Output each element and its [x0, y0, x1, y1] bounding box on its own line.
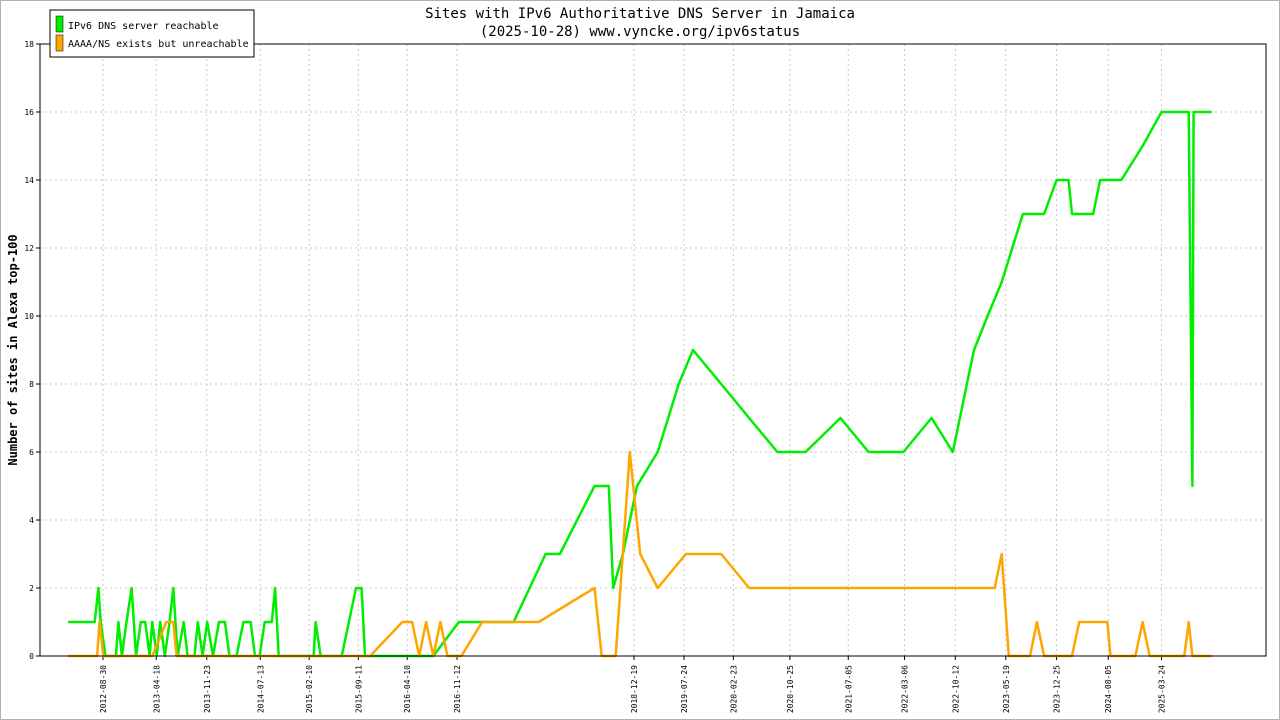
- x-tick-label: 2016-04-10: [403, 665, 412, 713]
- legend-label-reachable: IPv6 DNS server reachable: [68, 21, 219, 32]
- legend-swatch-reachable: [55, 15, 64, 33]
- x-tick-label: 2020-10-25: [786, 665, 795, 713]
- y-tick-label: 6: [29, 448, 34, 457]
- y-axis-label: Number of sites in Alexa top-100: [6, 234, 20, 465]
- chart-subtitle: (2025-10-28) www.vyncke.org/ipv6status: [480, 24, 800, 40]
- y-tick-label: 2: [29, 584, 34, 593]
- y-tick-label: 4: [29, 516, 34, 525]
- x-tick-label: 2015-09-11: [354, 665, 363, 713]
- x-tick-label: 2014-07-13: [256, 665, 265, 713]
- x-tick-label: 2021-07-05: [844, 665, 853, 713]
- y-tick-label: 14: [24, 176, 34, 185]
- x-tick-label: 2025-03-24: [1158, 665, 1167, 713]
- y-tick-label: 12: [24, 244, 34, 253]
- x-tick-label: 2023-05-19: [1002, 665, 1011, 713]
- y-tick-label: 8: [29, 380, 34, 389]
- x-tick-label: 2012-08-30: [99, 665, 108, 713]
- x-tick-label: 2013-04-18: [152, 665, 161, 713]
- legend: IPv6 DNS server reachable AAAA/NS exists…: [49, 9, 255, 58]
- axis-ticks: 0 2 4 6 8 10 12 14 16 18 2012-08-30 2013-04-18 2013-…: [24, 40, 1166, 713]
- y-tick-label: 18: [24, 40, 34, 49]
- y-tick-label: 10: [24, 312, 34, 321]
- y-tick-label: 16: [24, 108, 34, 117]
- x-tick-label: 2023-12-25: [1053, 665, 1062, 713]
- legend-label-unreachable: AAAA/NS exists but unreachable: [68, 39, 249, 50]
- x-tick-label: 2013-11-23: [203, 665, 212, 713]
- legend-box: [49, 9, 255, 58]
- x-tick-label: 2020-02-23: [729, 665, 738, 713]
- x-tick-label: 2015-02-10: [305, 665, 314, 713]
- x-tick-label: 2018-12-19: [630, 665, 639, 713]
- legend-swatch-unreachable: [55, 34, 64, 52]
- x-tick-label: 2022-10-12: [951, 665, 960, 713]
- x-tick-label: 2024-08-05: [1104, 665, 1113, 713]
- chart-title: Sites with IPv6 Authoritative DNS Server…: [425, 6, 855, 22]
- x-tick-label: 2016-11-12: [453, 665, 462, 713]
- x-tick-label: 2022-03-06: [901, 665, 910, 713]
- plot-area-border: [39, 43, 1267, 657]
- x-tick-label: 2019-07-24: [680, 665, 689, 713]
- y-tick-label: 0: [29, 652, 34, 661]
